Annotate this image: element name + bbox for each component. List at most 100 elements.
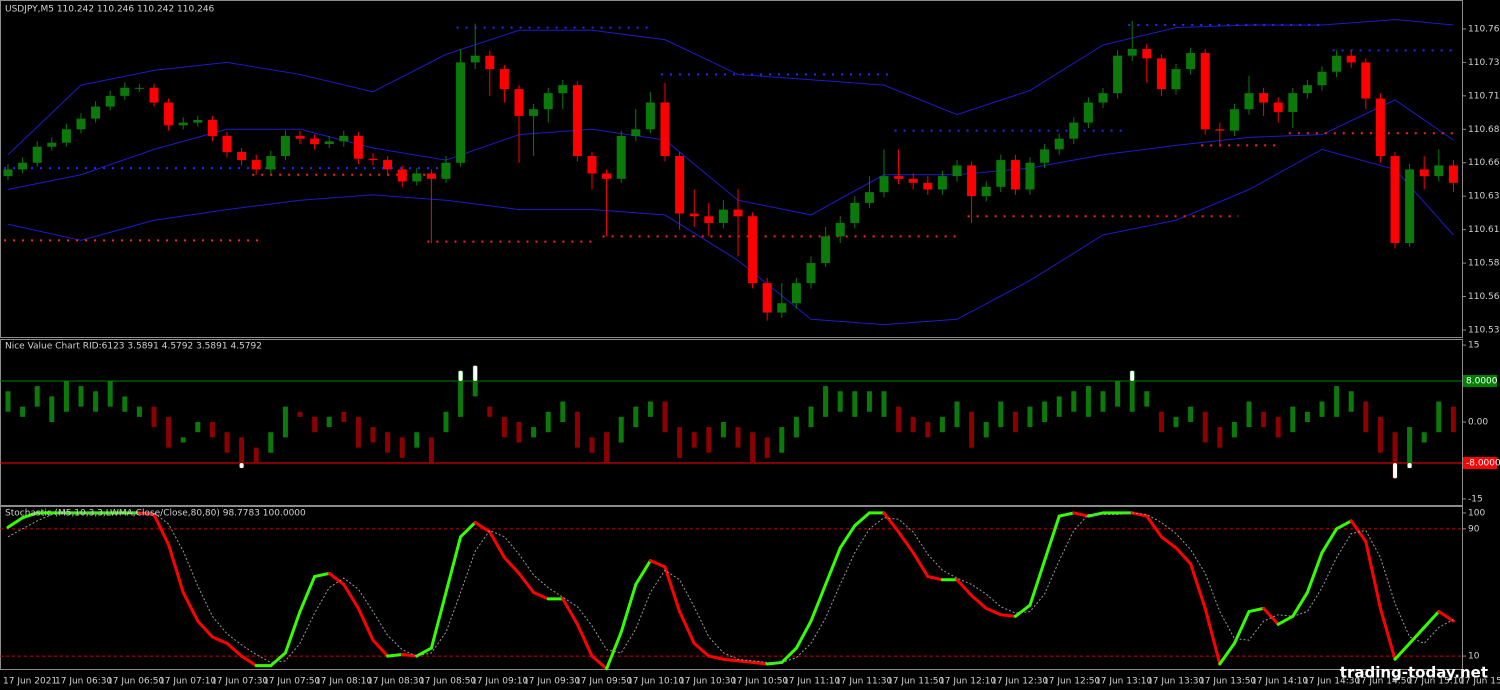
value-bar [735,427,741,448]
candle-body [1156,58,1166,90]
candle-body [207,119,217,136]
value-bar [837,391,843,412]
value-bar [910,416,916,433]
candle-body [777,303,787,313]
candle-body [1229,109,1239,131]
value-bar [1319,401,1325,417]
stochastic-segment [1072,511,1090,518]
value-bar [78,386,84,407]
stochastic-segment [1130,511,1149,518]
value-bar [1421,432,1427,443]
stochastic-segment [429,590,448,650]
value-bar [1056,396,1062,417]
value-bar [691,432,697,448]
value-bar [1217,427,1223,448]
stochastic-segment [473,520,492,534]
candle-body [543,93,553,110]
stochastic-segment [400,652,419,658]
stochastic-segment [751,660,769,666]
value-bar [823,386,829,417]
value-bar [414,432,420,448]
candle-body [1083,102,1093,123]
value-bar [896,406,902,433]
candle-body [91,106,101,119]
x-tick-label: 17 Jun 13:30 [1147,677,1204,687]
y-tick-label: 100 [1468,508,1485,518]
candle-body [134,87,144,89]
value-bar [370,427,376,443]
value-bar [939,416,945,433]
candle-body [602,173,612,179]
extreme-mark [1393,462,1397,479]
value-title: Nice Value Chart RID:6123 3.5891 4.5792 … [5,342,262,352]
value-bar [1246,401,1252,428]
x-tick-label: 17 Jun 11:10 [783,677,840,687]
stochastic-segment [167,543,185,594]
value-bar [1334,386,1340,417]
value-bar [633,406,639,428]
candle-body [967,165,977,197]
x-tick-label: 17 Jun 07:10 [159,677,216,687]
stochastic-panel-frame [0,506,1463,670]
value-bar [151,406,157,428]
value-bar [706,427,712,453]
stochastic-segment [1364,540,1382,610]
candle-body [1419,169,1429,177]
x-tick-label: 17 Jun 14:30 [1303,677,1360,687]
stochastic-segment [1057,511,1076,518]
value-bar [428,437,434,463]
candle-body [324,141,334,145]
value-bar [1144,391,1150,407]
candle-body [368,158,378,161]
stochastic-segment [1043,514,1061,563]
candle-body [981,186,991,197]
candle-body [675,156,685,214]
candle-body [894,176,904,179]
extreme-mark [458,370,463,381]
plot-layer: 110.760 110.735 110.710 110.685 110.660 110.6… [0,19,1500,671]
value-bar [341,411,347,422]
stochastic-segment [794,619,813,650]
candle-body [310,138,320,145]
candle-body [76,118,86,130]
value-bar [545,411,551,433]
stochastic-segment [765,660,784,666]
value-bar [180,437,186,443]
stochastic-segment [897,530,915,555]
x-tick-label: 17 Jun 06:50 [107,677,164,687]
value-bar [852,391,858,417]
candle-body [339,135,349,142]
value-bar [268,432,274,453]
candle-body [1390,156,1400,244]
value-bar [1042,401,1048,422]
stochastic-segment [488,530,506,559]
stochastic-segment [517,571,536,594]
value-bar [1231,421,1237,438]
value-bar [63,380,69,412]
candle-body [879,176,889,193]
stochastic-segment [196,619,214,639]
candle-body [120,87,130,96]
value-bar [516,421,522,443]
candle-body [193,119,203,123]
x-tick-label: 17 Jun 14:50 [1355,677,1412,687]
stochastic-segment [502,555,521,575]
candle-body [733,209,743,217]
y-tick-label: 110.635 [1468,192,1500,202]
value-bar [239,437,245,469]
price-title: USDJPY,M5 110.242 110.246 110.242 110.24… [5,5,215,15]
extreme-mark [473,365,478,381]
stochastic-segment [678,610,696,645]
value-bar [195,421,201,433]
candle-body [1010,160,1020,190]
stochastic-segment [269,651,287,668]
value-bar [998,401,1004,428]
candle-body [353,135,363,159]
candle-body [806,263,816,284]
candle-body [791,283,801,304]
stochastic-segment [721,657,740,663]
x-tick-label: 17 Jun 06:30 [55,677,112,687]
x-tick-label: 17 Jun 08:30 [367,677,424,687]
stochastic-segment [882,511,901,534]
